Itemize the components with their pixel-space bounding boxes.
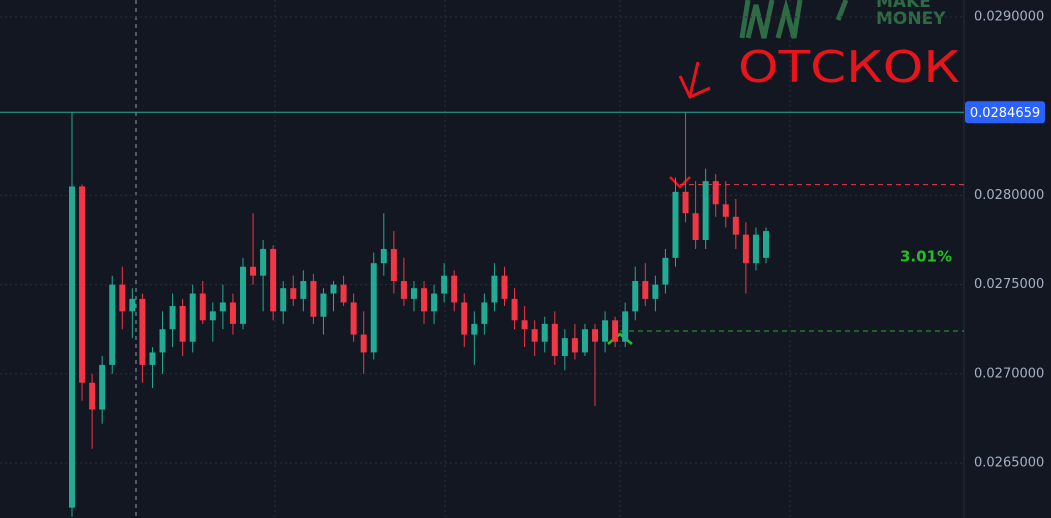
candle-body (149, 352, 156, 365)
arrow (678, 61, 711, 99)
candle-body (672, 191, 679, 258)
y-tick-label: 0.0270000 (974, 366, 1044, 381)
candle-body (370, 263, 377, 353)
candle-body (89, 382, 96, 410)
candle-body (732, 216, 739, 235)
candle-body (581, 329, 588, 353)
y-tick-label: 0.0280000 (974, 188, 1044, 203)
candle-body (682, 191, 689, 214)
candle-body (692, 213, 699, 240)
candle-body (752, 234, 759, 264)
sell-marker (669, 176, 691, 189)
candle-body (360, 334, 367, 353)
candle-body (109, 284, 116, 365)
candle-body (380, 248, 387, 264)
y-tick-label: 0.0275000 (974, 277, 1044, 292)
candle-body (541, 323, 548, 342)
candle-body (702, 181, 709, 240)
candle-body (763, 231, 769, 258)
candle-body (652, 284, 659, 299)
candle-body (219, 302, 226, 312)
candle-body (712, 181, 719, 205)
candle-body (199, 293, 206, 321)
candle-body (571, 338, 578, 353)
candle-body (340, 284, 347, 303)
candle-body (300, 281, 307, 299)
candle-body (451, 275, 458, 303)
candle-body (521, 320, 528, 330)
candle-body (350, 302, 357, 335)
candle-body (209, 311, 216, 321)
candle-body (642, 281, 649, 299)
candle-body (330, 284, 337, 294)
candle-body (551, 323, 558, 356)
candle-body (622, 311, 629, 342)
candle-body (119, 284, 126, 312)
candle-body (320, 293, 327, 317)
watermark-logo (739, 0, 849, 39)
candle-body (400, 281, 407, 299)
candle-body (592, 329, 599, 342)
candle-body (129, 298, 136, 312)
handwritten-note: ОТСКОК (738, 42, 960, 93)
candle-body (602, 320, 609, 342)
candle-body (441, 275, 448, 294)
candle-body (189, 293, 196, 342)
candle-body (260, 248, 267, 276)
candle-body (511, 298, 518, 321)
candle-body (390, 248, 397, 282)
candle-body (742, 234, 749, 264)
candle-body (270, 248, 277, 312)
candle-body (169, 306, 176, 330)
candle-body (531, 329, 538, 342)
candle-body (229, 302, 236, 324)
candle-body (139, 298, 146, 365)
candle-body (310, 281, 317, 317)
candle-body (461, 302, 468, 335)
candle-body (290, 288, 297, 299)
candle-body (431, 293, 438, 312)
candle-body (280, 288, 287, 312)
candle-body (410, 288, 417, 299)
candle-body (471, 323, 478, 335)
candle-body (69, 186, 75, 508)
percent-label: 3.01% (900, 248, 952, 266)
current-price-box (965, 101, 1045, 124)
candle-body (491, 275, 498, 303)
candle-body (481, 302, 488, 324)
candle-body (79, 186, 86, 383)
candle-body (662, 257, 669, 285)
candle-body (250, 266, 257, 276)
candle-body (632, 281, 639, 312)
y-tick-label: 0.0290000 (974, 9, 1044, 24)
candle-body (722, 204, 729, 217)
current-price-label: 0.0284659 (970, 106, 1040, 121)
candle-body (239, 266, 246, 324)
candle-body (421, 288, 428, 312)
y-tick-label: 0.0265000 (974, 456, 1044, 471)
watermark-text: MAKE (876, 0, 931, 12)
candle-body (159, 329, 166, 353)
candle-body (99, 364, 106, 410)
candle-body (561, 338, 568, 356)
watermark-text: MONEY (876, 9, 946, 29)
candle-body (179, 306, 186, 342)
candle-body (612, 320, 619, 342)
candle-body (501, 275, 508, 299)
